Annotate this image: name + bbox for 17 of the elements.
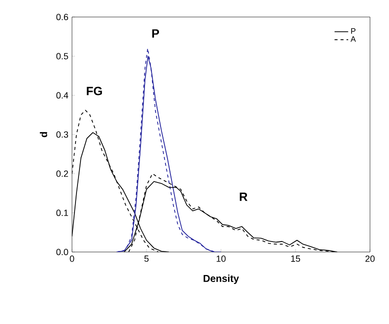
- y-tick-label: 0.6: [56, 14, 68, 20]
- y-tick-label: 0.5: [56, 52, 68, 60]
- annotation: FG: [86, 86, 102, 96]
- x-tick-label: 0: [70, 256, 74, 262]
- annotation: R: [240, 192, 248, 201]
- y-tick-label: 0.4: [56, 92, 68, 99]
- y-tick-label: 0.2: [56, 170, 68, 177]
- x-axis-title: Density: [204, 274, 239, 284]
- y-tick-label: 0.3: [56, 131, 68, 138]
- x-tick-label: 5: [144, 256, 149, 262]
- annotation: P: [152, 29, 160, 38]
- x-tick-label: 15: [291, 256, 300, 262]
- y-tick-label: 0.1: [56, 210, 68, 216]
- y-axis-title: d: [40, 132, 48, 138]
- x-tick-label: 20: [365, 256, 375, 262]
- x-tick-label: 10: [216, 256, 226, 262]
- y-tick-label: 0.0: [56, 248, 68, 256]
